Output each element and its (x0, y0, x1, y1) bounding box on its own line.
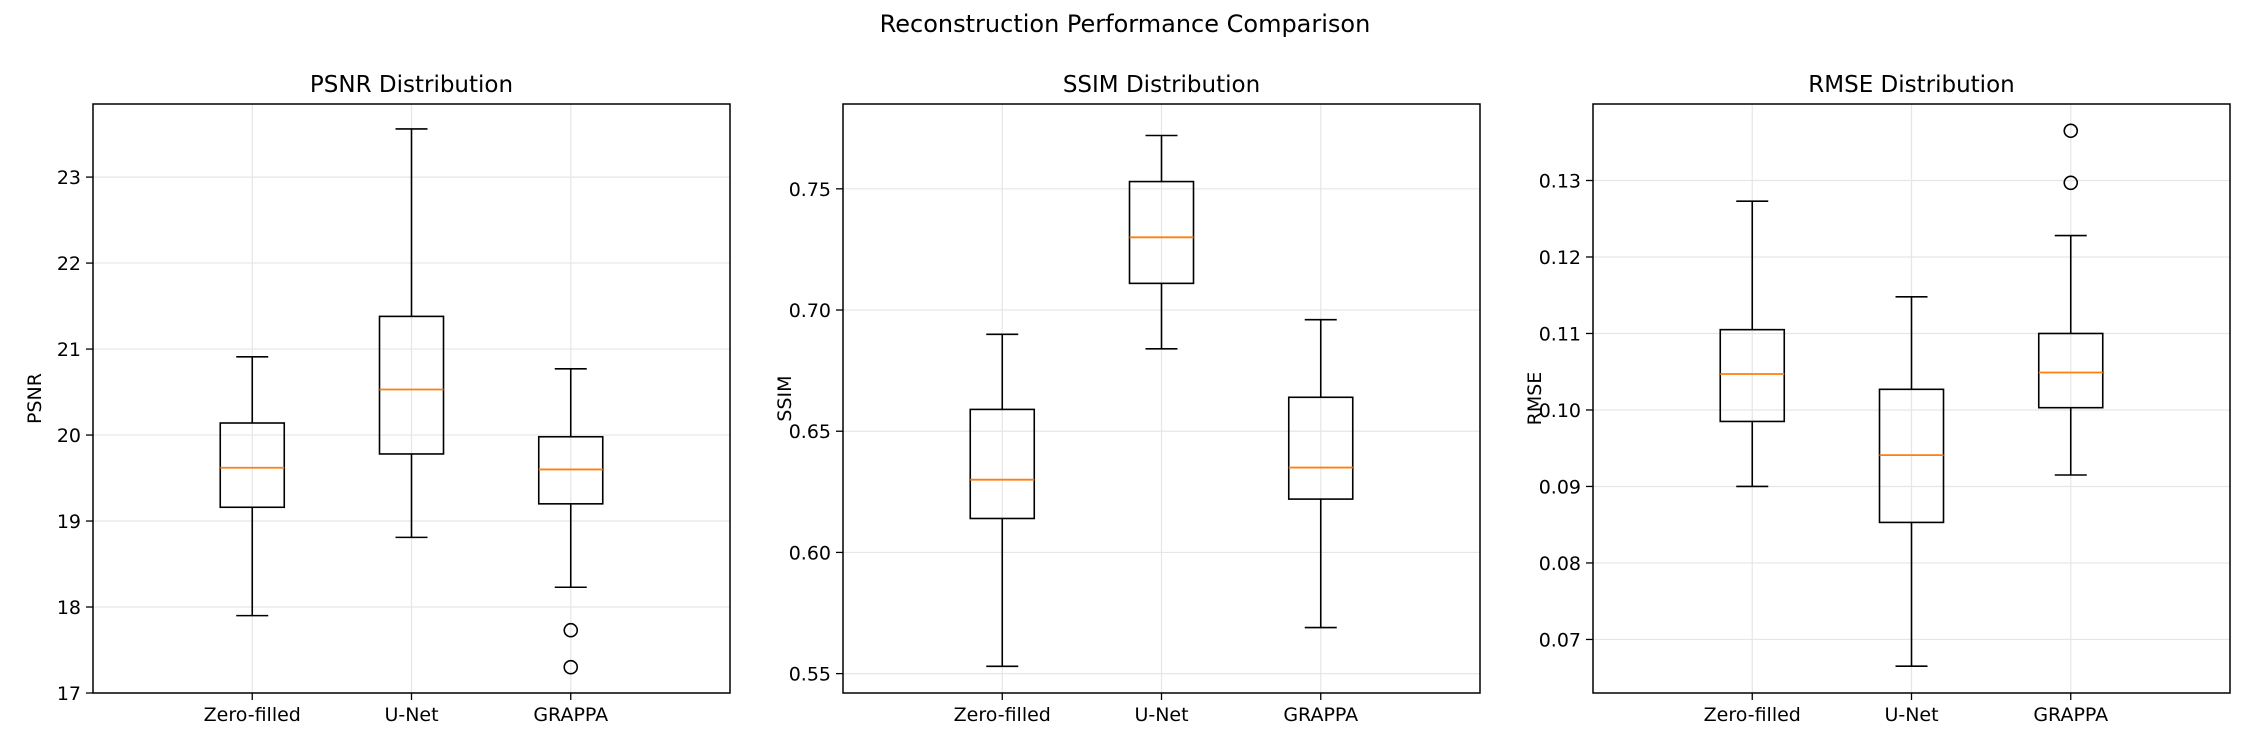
panel-3-ytick-label-4: 0.11 (1539, 323, 1581, 345)
panel-2-box-2-iqr (1128, 180, 1195, 285)
panel-1-ytick-label-5: 22 (57, 253, 81, 275)
panel-1-xtick-label-0: Zero-filled (204, 704, 301, 726)
panel-3-xtick-label-2: GRAPPA (2033, 704, 2108, 726)
panel-3-ytick-label-1: 0.08 (1539, 553, 1581, 575)
panel-3-ytick-label-0: 0.07 (1539, 629, 1581, 651)
panel-1-ytick-label-4: 21 (57, 339, 81, 361)
panel-1-ytick-label-1: 18 (57, 597, 81, 619)
panel-2-xtick-label-1: U-Net (1134, 704, 1188, 726)
panel-3-box-3-iqr (2037, 332, 2104, 409)
panel-2-xtick-label-2: GRAPPA (1283, 704, 1358, 726)
panel-2-ylabel: SSIM (774, 375, 796, 421)
panel-3-xtick-label-0: Zero-filled (1704, 704, 1801, 726)
figure-title: Reconstruction Performance Comparison (879, 10, 1371, 38)
panel-1-xtick-label-1: U-Net (384, 704, 438, 726)
panel-3-ylabel: RMSE (1524, 372, 1546, 426)
panel-2-ytick-label-1: 0.60 (789, 542, 831, 564)
panel-3-ytick-label-6: 0.13 (1539, 170, 1581, 192)
panel-1-ytick-label-0: 17 (57, 683, 81, 705)
panel-2-xtick-label-0: Zero-filled (954, 704, 1051, 726)
panel-3-ytick-label-5: 0.12 (1539, 247, 1581, 269)
panel-3-ytick-label-3: 0.10 (1539, 400, 1581, 422)
panel-1-box-1-iqr (219, 422, 286, 509)
panel-1-ylabel: PSNR (24, 373, 46, 424)
panel-2-box-3-iqr (1287, 396, 1354, 500)
panel-2-box-1-iqr (969, 408, 1036, 520)
panel-3-box-3-outlier-2 (2063, 123, 2079, 139)
panel-3-box-3-outlier-1 (2063, 175, 2079, 191)
panel-2-title: SSIM Distribution (1063, 72, 1260, 98)
panel-2-ytick-label-0: 0.55 (789, 664, 831, 686)
panel-3-xtick-label-1: U-Net (1884, 704, 1938, 726)
panel-1-title: PSNR Distribution (310, 72, 513, 98)
panel-2-ytick-label-4: 0.75 (789, 179, 831, 201)
panel-2-ytick-label-3: 0.70 (789, 300, 831, 322)
panel-1-xtick-label-2: GRAPPA (533, 704, 608, 726)
panel-3-box-1-iqr (1719, 328, 1786, 423)
panel-1-box-3-outlier-2 (563, 659, 579, 675)
panel-3-frame (1592, 103, 2231, 694)
panel-2-frame (842, 103, 1481, 694)
panel-1-ytick-label-2: 19 (57, 511, 81, 533)
panel-2-ytick-label-2: 0.65 (789, 421, 831, 443)
panel-3-title: RMSE Distribution (1808, 72, 2014, 98)
panel-1-box-3-outlier-1 (563, 622, 579, 638)
panel-1-box-2-iqr (378, 315, 445, 455)
panel-1-ytick-label-3: 20 (57, 425, 81, 447)
panel-3-ytick-label-2: 0.09 (1539, 476, 1581, 498)
panel-1-frame (92, 103, 731, 694)
panel-1-ytick-label-6: 23 (57, 167, 81, 189)
